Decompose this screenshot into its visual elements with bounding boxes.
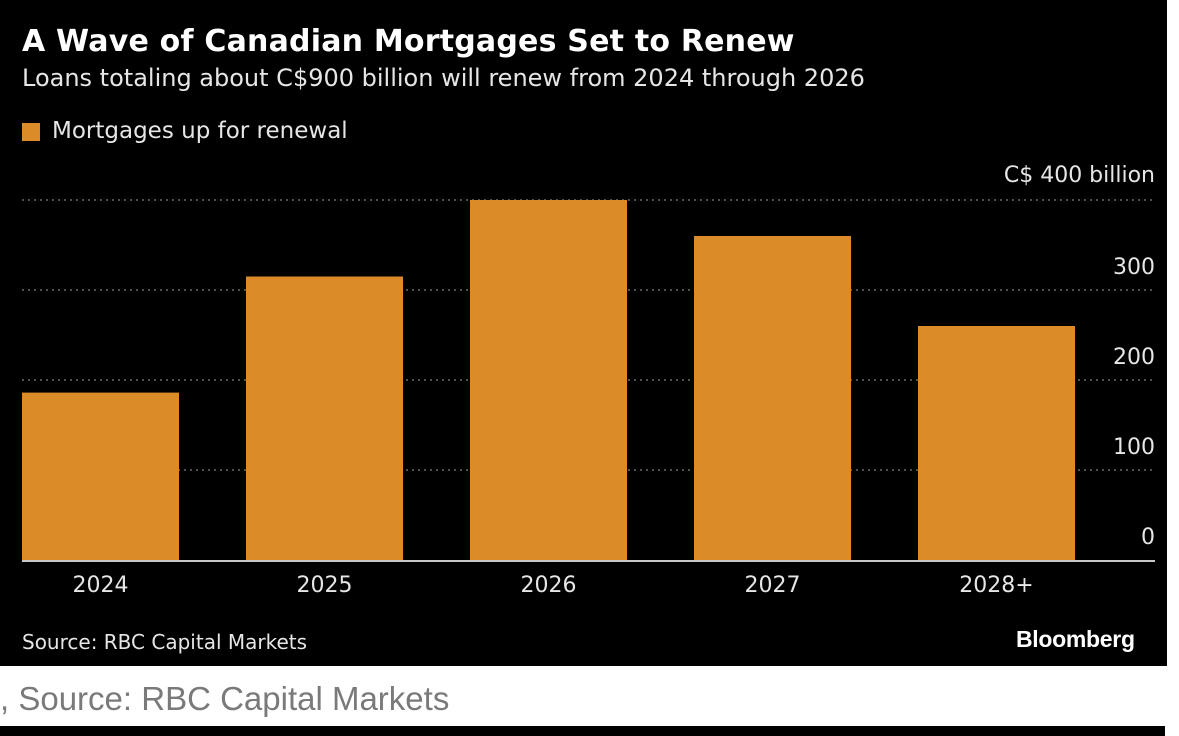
y-tick-label-200: 200 (1113, 345, 1155, 370)
bar-2028plus (918, 326, 1075, 560)
y-tick-label-100: 100 (1113, 435, 1155, 460)
bar-2025 (246, 276, 403, 560)
bottom-rule (0, 726, 1165, 736)
y-tick-label-400: C$ 400 billion (1004, 163, 1155, 188)
legend: Mortgages up for renewal (22, 118, 348, 144)
x-tick-label-2026: 2026 (521, 573, 577, 598)
legend-label: Mortgages up for renewal (52, 118, 348, 144)
chart-panel: A Wave of Canadian Mortgages Set to Rene… (0, 0, 1167, 666)
bar-2026 (470, 200, 627, 560)
bar-chart: 2024 2025 2026 2027 2028+ 0 100 200 300 C$ 400 bi… (22, 163, 1155, 598)
image-caption: , Source: RBC Capital Markets (0, 680, 450, 717)
x-tick-label-2028plus: 2028+ (959, 573, 1033, 598)
right-margin (1167, 0, 1179, 666)
source-note: Source: RBC Capital Markets (22, 630, 308, 654)
y-tick-label-300: 300 (1113, 255, 1155, 280)
x-tick-label-2027: 2027 (745, 573, 801, 598)
x-tick-label-2024: 2024 (73, 573, 129, 598)
chart-title: A Wave of Canadian Mortgages Set to Rene… (22, 24, 795, 59)
x-tick-label-2025: 2025 (297, 573, 353, 598)
bar-2024 (22, 392, 179, 560)
bloomberg-logo: Bloomberg (1016, 626, 1135, 652)
legend-swatch (22, 123, 40, 141)
bar-2027 (694, 236, 851, 560)
y-tick-label-0: 0 (1141, 525, 1155, 550)
chart-subtitle: Loans totaling about C$900 billion will … (22, 64, 865, 92)
